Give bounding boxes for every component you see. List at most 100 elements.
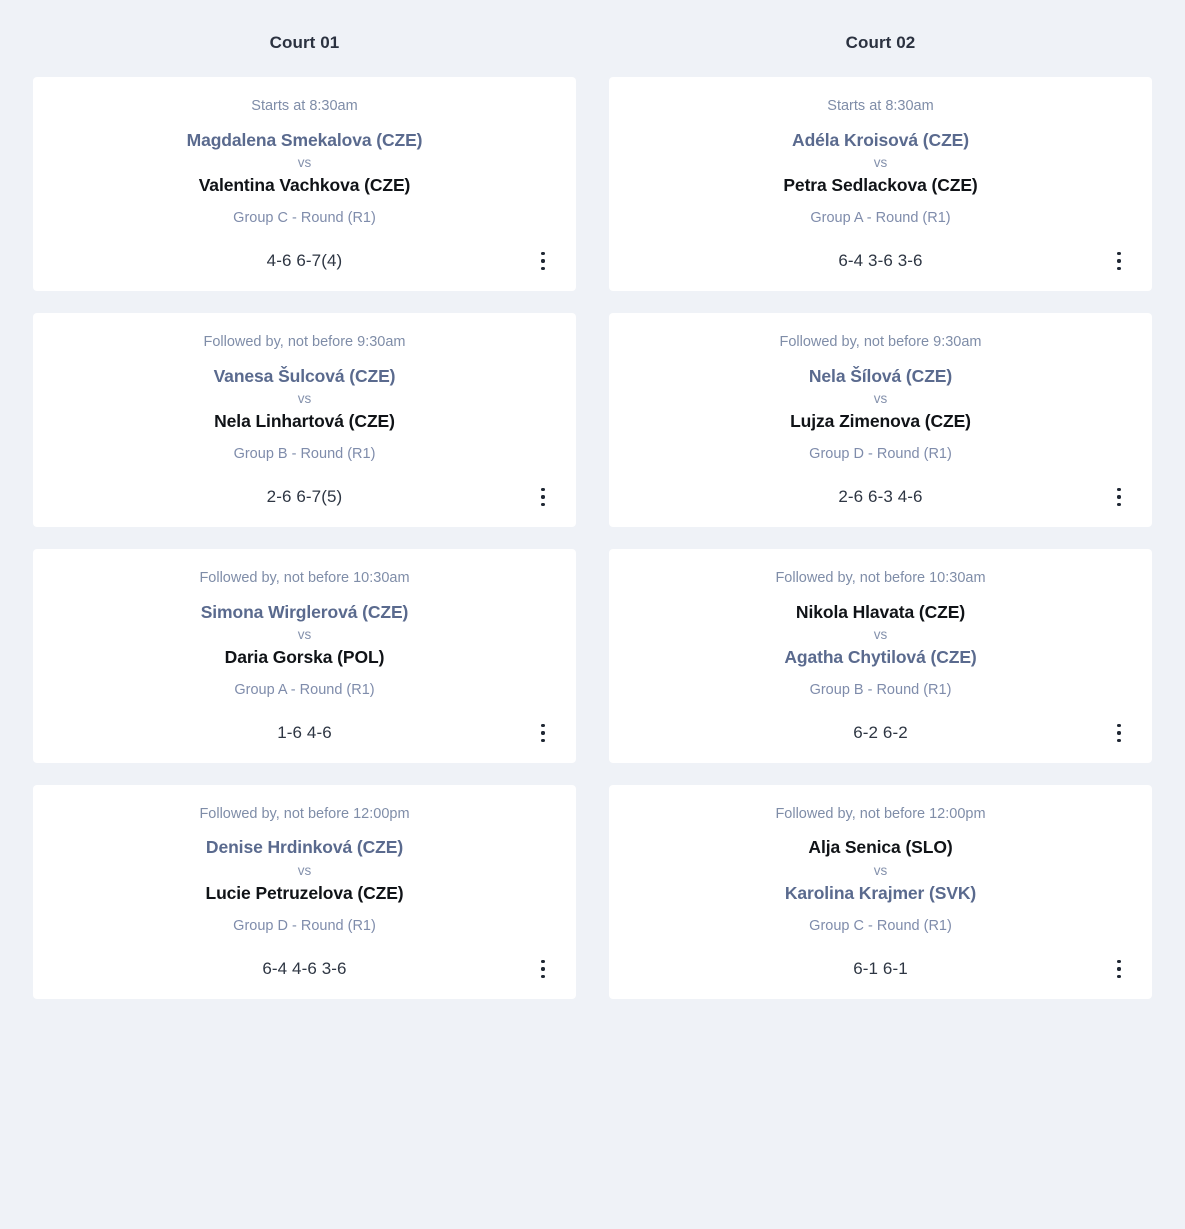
player-one-name[interactable]: Adéla Kroisová (CZE): [792, 129, 969, 150]
match-footer: 4-6 6-7(4): [55, 249, 554, 273]
kebab-dot: [1117, 959, 1121, 964]
kebab-dot: [1117, 967, 1121, 971]
player-two-name[interactable]: Lucie Petruzelova (CZE): [205, 883, 404, 904]
match-footer: 6-4 3-6 3-6: [631, 249, 1130, 273]
kebab-menu-icon[interactable]: [532, 957, 554, 981]
vs-label: vs: [297, 154, 312, 170]
player-two-name[interactable]: Karolina Krajmer (SVK): [784, 883, 977, 904]
kebab-dot: [541, 967, 545, 971]
match-score: 4-6 6-7(4): [266, 250, 343, 270]
vs-label: vs: [873, 862, 888, 878]
match-score: 2-6 6-7(5): [266, 486, 343, 506]
player-one-name[interactable]: Alja Senica (SLO): [808, 837, 953, 858]
kebab-menu-icon[interactable]: [1108, 721, 1130, 745]
match-score: 6-2 6-2: [853, 722, 908, 742]
match-list: Starts at 8:30am Adéla Kroisová (CZE) vs Pe…: [609, 77, 1152, 999]
player-two-name[interactable]: Lujza Zimenova (CZE): [790, 411, 971, 432]
kebab-dot: [1117, 487, 1121, 492]
kebab-menu-icon[interactable]: [1108, 249, 1130, 273]
match-round-label: Group A - Round (R1): [234, 682, 375, 699]
match-score: 1-6 4-6: [277, 722, 332, 742]
match-time: Starts at 8:30am: [827, 98, 934, 114]
match-time: Followed by, not before 10:30am: [775, 569, 986, 586]
kebab-dot: [541, 738, 545, 742]
match-card[interactable]: Followed by, not before 10:30am Nikola Hl…: [609, 548, 1152, 763]
kebab-menu-icon[interactable]: [532, 249, 554, 273]
player-two-name[interactable]: Petra Sedlackova (CZE): [783, 175, 978, 196]
player-one-name[interactable]: Simona Wirglerová (CZE): [200, 601, 409, 622]
match-round-label: Group C - Round (R1): [809, 918, 952, 935]
match-round-label: Group A - Round (R1): [810, 210, 951, 227]
player-one-name[interactable]: Magdalena Smekalova (CZE): [186, 129, 423, 150]
kebab-menu-icon[interactable]: [532, 721, 554, 745]
vs-label: vs: [873, 626, 888, 642]
kebab-dot: [541, 723, 545, 728]
match-footer: 6-2 6-2: [631, 721, 1130, 745]
match-footer: 1-6 4-6: [55, 721, 554, 745]
kebab-dot: [541, 487, 545, 492]
player-two-name[interactable]: Agatha Chytilová (CZE): [784, 647, 977, 668]
match-card[interactable]: Followed by, not before 10:30am Simona Wi…: [33, 548, 576, 763]
match-card[interactable]: Followed by, not before 12:00pm Alja Seni…: [609, 784, 1152, 999]
kebab-dot: [541, 251, 545, 256]
match-round-label: Group B - Round (R1): [809, 682, 952, 699]
kebab-dot: [541, 266, 545, 271]
kebab-dot: [1117, 259, 1121, 263]
court-header: Court 01: [269, 33, 340, 52]
match-footer: 2-6 6-3 4-6: [631, 485, 1130, 509]
vs-label: vs: [873, 154, 888, 170]
vs-label: vs: [297, 626, 312, 642]
match-time: Followed by, not before 9:30am: [779, 333, 982, 350]
match-list: Starts at 8:30am Magdalena Smekalova (CZE…: [33, 77, 576, 999]
player-one-name[interactable]: Nikola Hlavata (CZE): [795, 601, 966, 622]
kebab-menu-icon[interactable]: [1108, 957, 1130, 981]
kebab-menu-icon[interactable]: [532, 485, 554, 509]
kebab-menu-icon[interactable]: [1108, 485, 1130, 509]
court-column: Court 01 Starts at 8:30am Magdalena Smekal…: [33, 0, 576, 999]
player-two-name[interactable]: Daria Gorska (POL): [224, 647, 385, 668]
match-score: 6-4 4-6 3-6: [262, 958, 347, 978]
match-round-label: Group B - Round (R1): [233, 446, 376, 463]
match-footer: 6-1 6-1: [631, 957, 1130, 981]
match-time: Followed by, not before 12:00pm: [199, 805, 410, 822]
court-header: Court 02: [845, 33, 916, 52]
kebab-dot: [1117, 723, 1121, 728]
match-footer: 2-6 6-7(5): [55, 485, 554, 509]
player-two-name[interactable]: Nela Linhartová (CZE): [214, 411, 395, 432]
match-time: Followed by, not before 12:00pm: [775, 805, 986, 822]
kebab-dot: [1117, 251, 1121, 256]
match-time: Followed by, not before 9:30am: [203, 333, 406, 350]
kebab-dot: [541, 731, 545, 735]
match-time: Starts at 8:30am: [251, 98, 358, 114]
match-round-label: Group C - Round (R1): [233, 210, 376, 227]
kebab-dot: [541, 959, 545, 964]
kebab-dot: [541, 495, 545, 499]
match-time: Followed by, not before 10:30am: [199, 569, 410, 586]
match-score: 2-6 6-3 4-6: [838, 486, 923, 506]
match-card[interactable]: Followed by, not before 9:30am Nela Šílov…: [609, 312, 1152, 527]
kebab-dot: [541, 259, 545, 263]
kebab-dot: [541, 502, 545, 507]
match-card[interactable]: Followed by, not before 12:00pm Denise Hr…: [33, 784, 576, 999]
kebab-dot: [1117, 974, 1121, 978]
vs-label: vs: [873, 390, 888, 406]
kebab-dot: [1117, 502, 1121, 507]
match-card[interactable]: Followed by, not before 9:30am Vanesa Šul…: [33, 312, 576, 527]
kebab-dot: [541, 974, 545, 978]
player-one-name[interactable]: Denise Hrdinková (CZE): [205, 837, 404, 858]
player-one-name[interactable]: Vanesa Šulcová (CZE): [213, 365, 396, 386]
kebab-dot: [1117, 266, 1121, 271]
vs-label: vs: [297, 390, 312, 406]
match-score: 6-1 6-1: [853, 958, 908, 978]
kebab-dot: [1117, 731, 1121, 735]
kebab-dot: [1117, 495, 1121, 499]
match-round-label: Group D - Round (R1): [233, 918, 376, 935]
match-card[interactable]: Starts at 8:30am Magdalena Smekalova (CZE…: [33, 77, 576, 291]
kebab-dot: [1117, 738, 1121, 742]
player-one-name[interactable]: Nela Šílová (CZE): [808, 365, 953, 386]
match-round-label: Group D - Round (R1): [809, 446, 952, 463]
match-card[interactable]: Starts at 8:30am Adéla Kroisová (CZE) vs Pe…: [609, 77, 1152, 291]
player-two-name[interactable]: Valentina Vachkova (CZE): [198, 175, 411, 196]
match-footer: 6-4 4-6 3-6: [55, 957, 554, 981]
court-column: Court 02 Starts at 8:30am Adéla Kroisová (…: [609, 0, 1152, 999]
